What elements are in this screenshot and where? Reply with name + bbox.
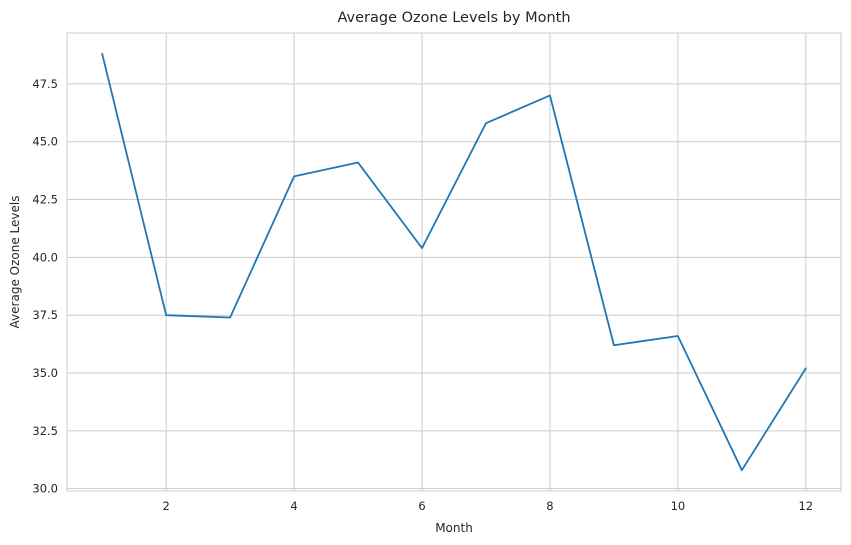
y-tick-label: 35.0: [32, 366, 58, 380]
x-tick-label: 4: [290, 499, 297, 513]
x-tick-label: 2: [162, 499, 169, 513]
y-tick-label: 45.0: [32, 135, 58, 149]
grid: [67, 33, 841, 491]
y-tick-labels: 30.0 32.5 35.0 37.5 40.0 42.5 45.0 47.5: [32, 77, 58, 496]
x-tick-label: 6: [418, 499, 425, 513]
y-tick-label: 30.0: [32, 482, 58, 496]
y-axis-label: Average Ozone Levels: [8, 196, 22, 329]
y-tick-label: 40.0: [32, 250, 58, 264]
y-tick-label: 42.5: [32, 193, 58, 207]
y-tick-label: 47.5: [32, 77, 58, 91]
x-tick-label: 12: [798, 499, 813, 513]
series-layer: [101, 52, 807, 472]
y-tick-label: 32.5: [32, 424, 58, 438]
plot-frame: [66, 32, 842, 492]
x-axis-label: Month: [435, 521, 473, 535]
x-tick-label: 8: [546, 499, 553, 513]
x-tick-labels: 2 4 6 8 10 12: [162, 499, 813, 513]
series-line: [101, 52, 807, 472]
y-tick-label: 37.5: [32, 308, 58, 322]
chart-title: Average Ozone Levels by Month: [337, 10, 570, 26]
x-tick-label: 10: [671, 499, 686, 513]
